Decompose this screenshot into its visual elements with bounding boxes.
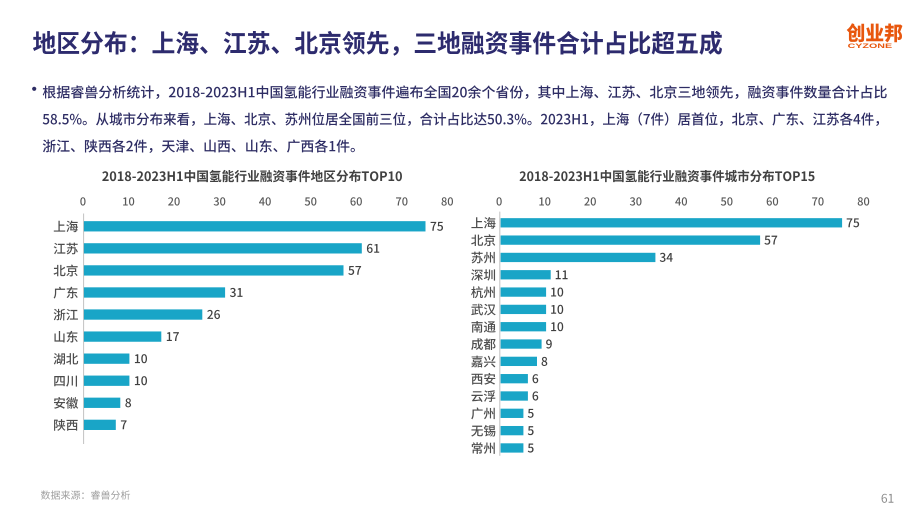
svg-text:CYZONE: CYZONE (848, 43, 893, 50)
